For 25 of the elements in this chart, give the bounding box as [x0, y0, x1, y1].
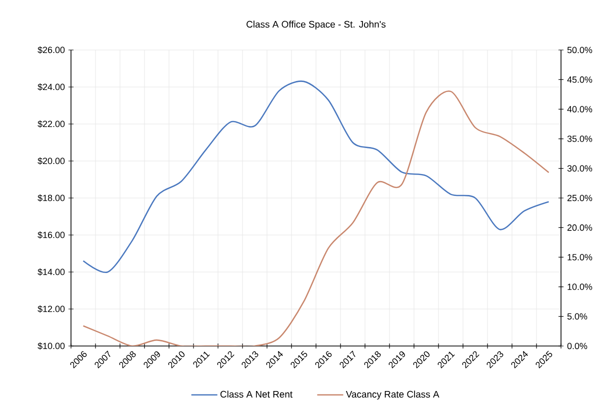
y-tick-label: $20.00: [38, 157, 65, 165]
y2-tick-label: 30.0%: [567, 165, 592, 172]
y-tick-label: $16.00: [38, 231, 65, 239]
y2-tick-label: 40.0%: [567, 106, 592, 112]
y2-tick-label: 15.0%: [568, 254, 592, 260]
y-tick-label: $10.00: [38, 342, 65, 350]
y2-tick-label: 45.0%: [567, 76, 592, 83]
legend-label: Class A Net Rent: [220, 390, 292, 398]
y-tick-label: $24.00: [38, 83, 65, 91]
y-tick-label: $22.00: [38, 120, 65, 128]
y2-tick-label: 5.0%: [567, 313, 588, 320]
chart-title: Class A Office Space - St. John's: [246, 20, 386, 30]
y-tick-label: $26.00: [38, 46, 65, 54]
y2-tick-label: 10.0%: [568, 284, 592, 290]
y2-tick-label: 50.0%: [567, 46, 592, 54]
y-tick-label: $14.00: [38, 268, 65, 276]
line-series: [82, 90, 550, 346]
line-series: [82, 80, 550, 273]
y-tick-label: $18.00: [38, 194, 65, 202]
y2-tick-label: 35.0%: [567, 136, 592, 142]
y-tick-label: $12.00: [38, 305, 65, 313]
y2-tick-label: 25.0%: [567, 194, 592, 202]
legend-label: Vacancy Rate Class A: [346, 390, 440, 400]
y2-tick-label: 20.0%: [567, 224, 592, 231]
y2-tick-label: 0.0%: [567, 342, 588, 350]
